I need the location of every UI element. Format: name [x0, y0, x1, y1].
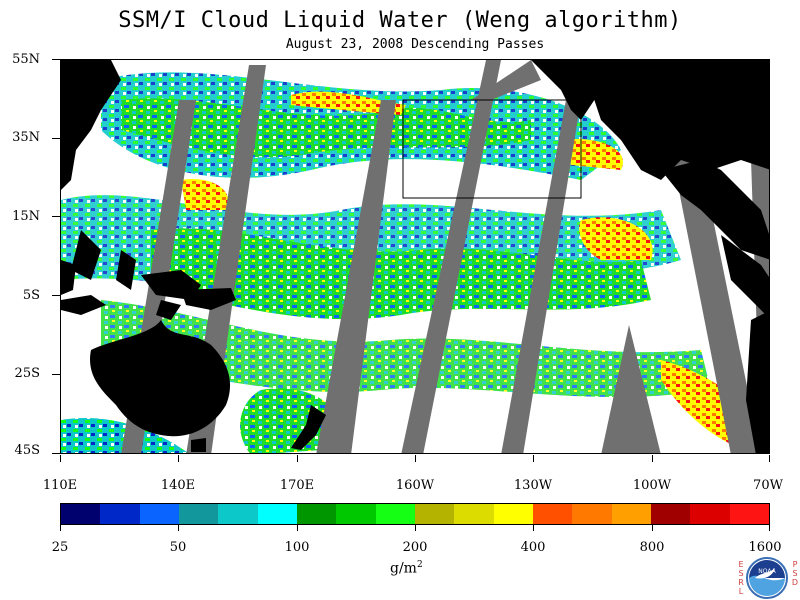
lat-label-55n: 55N — [12, 52, 40, 67]
logo-text: NOAA — [758, 568, 776, 575]
colorbar-tick — [415, 525, 416, 531]
colorbar-segment — [336, 504, 376, 524]
colorbar-segment — [611, 504, 651, 524]
colorbar-segment — [532, 504, 573, 524]
logo-letter: D — [791, 578, 799, 587]
logo-letter: L — [738, 587, 744, 596]
colorbar-tick — [178, 525, 179, 531]
lon-label-130w: 130W — [513, 478, 553, 493]
colorbar-segment — [729, 504, 769, 524]
colorbar-label-1600: 1600 — [748, 540, 782, 555]
noaa-logo-icon: NOAA — [746, 557, 788, 599]
logo-letter: E — [738, 560, 744, 569]
lat-tick — [52, 453, 60, 454]
unit-base: g/m — [390, 560, 417, 577]
colorbar-segment — [572, 504, 612, 524]
colorbar-tick — [533, 525, 534, 531]
colorbar-label-100: 100 — [284, 540, 310, 555]
lat-tick — [52, 138, 60, 139]
colorbar-label-200: 200 — [402, 540, 428, 555]
logo-letter: S — [738, 569, 744, 578]
lat-tick — [52, 216, 60, 217]
lon-label-100w: 100W — [632, 478, 672, 493]
lon-tick — [415, 455, 416, 462]
colorbar-segment — [178, 504, 219, 524]
colorbar-segment — [493, 504, 533, 524]
logo-letter: S — [792, 569, 798, 578]
unit-exponent: 2 — [416, 560, 423, 570]
lat-tick — [52, 374, 60, 375]
colorbar-segment — [257, 504, 297, 524]
colorbar-segment — [375, 504, 415, 524]
psd-letters: P S D — [790, 560, 800, 587]
colorbar-segment — [218, 504, 258, 524]
lat-label-35n: 35N — [12, 130, 40, 145]
region-box — [402, 99, 582, 199]
lat-label-45s: 45S — [14, 443, 40, 458]
colorbar-tick — [297, 525, 298, 531]
colorbar-segment — [690, 504, 730, 524]
colorbar — [60, 503, 770, 525]
map-panel — [60, 59, 770, 454]
colorbar-label-400: 400 — [520, 540, 546, 555]
lat-label-15n: 15N — [12, 209, 40, 224]
lat-label-5s: 5S — [22, 288, 40, 303]
lon-tick — [652, 455, 653, 462]
colorbar-segment — [139, 504, 179, 524]
colorbar-segment — [414, 504, 455, 524]
lon-label-110e: 110E — [42, 478, 78, 493]
logo-letter: R — [738, 578, 744, 587]
colorbar-unit: g/m2 — [390, 560, 423, 577]
esrl-letters: E S R L — [736, 560, 746, 596]
colorbar-segment — [454, 504, 494, 524]
lat-tick — [52, 295, 60, 296]
logo-letter: P — [792, 560, 798, 569]
colorbar-label-50: 50 — [169, 540, 187, 555]
colorbar-segment — [61, 504, 101, 524]
lon-tick — [533, 455, 534, 462]
colorbar-tick — [769, 525, 770, 531]
chart-subtitle: August 23, 2008 Descending Passes — [285, 37, 545, 52]
lat-label-25s: 25S — [14, 366, 40, 381]
lon-tick — [178, 455, 179, 462]
lon-label-170e: 170E — [279, 478, 315, 493]
lon-label-70w: 70W — [753, 478, 783, 493]
lon-tick — [60, 455, 61, 462]
colorbar-tick — [652, 525, 653, 531]
lon-tick — [297, 455, 298, 462]
colorbar-tick — [60, 525, 61, 531]
chart-title: SSM/I Cloud Liquid Water (Weng algorithm… — [118, 8, 682, 33]
colorbar-segment — [100, 504, 140, 524]
colorbar-segment — [650, 504, 691, 524]
lat-tick — [52, 59, 60, 60]
lon-label-140e: 140E — [160, 478, 196, 493]
colorbar-segment — [296, 504, 337, 524]
land-masses — [61, 60, 769, 453]
lon-tick — [769, 455, 770, 462]
cloud-water-map — [61, 60, 769, 453]
colorbar-label-800: 800 — [639, 540, 665, 555]
colorbar-label-25: 25 — [51, 540, 69, 555]
lon-label-160w: 160W — [395, 478, 435, 493]
